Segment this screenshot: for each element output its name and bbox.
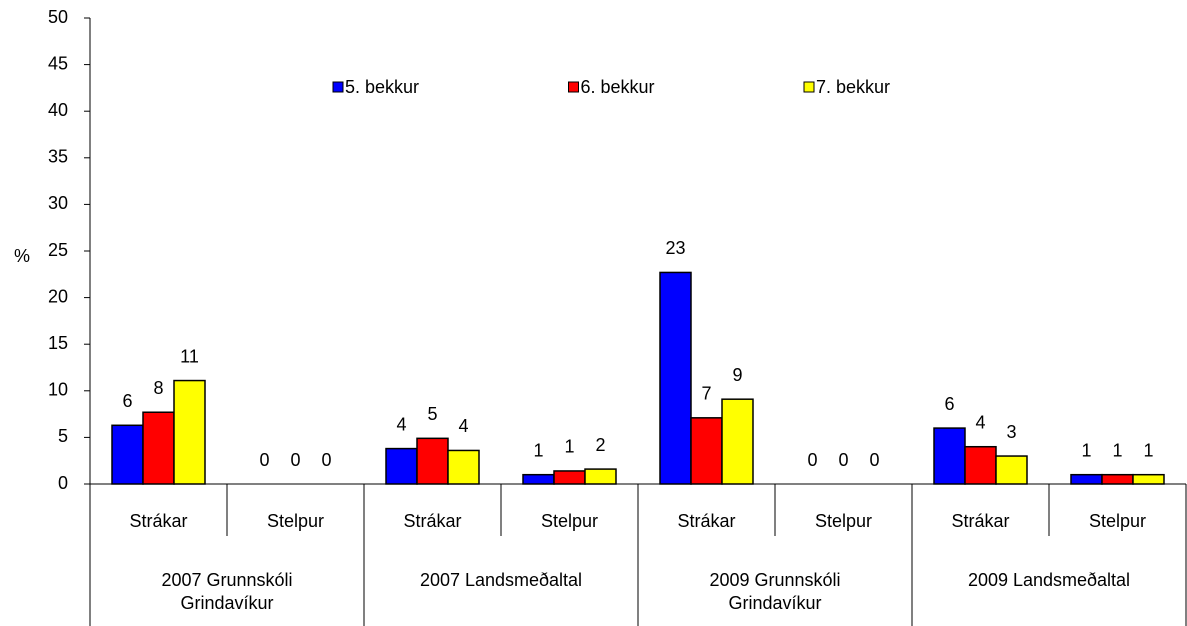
y-tick-label: 40 — [48, 100, 68, 120]
x-tick-label: Strákar — [951, 511, 1009, 531]
bar — [721, 398, 754, 485]
y-tick-label: 5 — [58, 426, 68, 446]
data-label: 0 — [869, 450, 879, 470]
y-tick-label: 25 — [48, 240, 68, 260]
group-label: 2007 Landsmeðaltal — [419, 570, 583, 590]
data-label: 1 — [1112, 440, 1122, 460]
x-tick-label: Stelpur — [267, 511, 324, 531]
bar — [995, 455, 1028, 485]
data-label: 0 — [807, 450, 817, 470]
bar — [522, 473, 555, 485]
data-label: 4 — [458, 416, 468, 436]
legend-swatch — [803, 81, 815, 93]
bar — [173, 379, 206, 485]
data-label: 7 — [701, 384, 711, 404]
x-tick-label: Stelpur — [815, 511, 872, 531]
legend-swatch — [568, 81, 579, 93]
x-tick-label: Strákar — [677, 511, 735, 531]
data-label: 1 — [533, 440, 543, 460]
data-label: 4 — [396, 414, 406, 434]
bar — [659, 271, 692, 485]
bar — [1070, 473, 1103, 485]
bar — [690, 417, 723, 485]
bar — [584, 468, 617, 485]
y-tick-label: 45 — [48, 53, 68, 73]
data-label: 1 — [1081, 440, 1091, 460]
legend-label: 6. bekkur — [581, 77, 655, 97]
y-tick-label: 0 — [58, 473, 68, 493]
data-label: 5 — [427, 404, 437, 424]
group-label: 2009 Landsmeðaltal — [967, 570, 1131, 590]
data-label: 0 — [290, 450, 300, 470]
data-label: 6 — [944, 394, 954, 414]
data-label: 6 — [122, 391, 132, 411]
bar — [142, 411, 175, 485]
legend-swatch — [332, 81, 344, 93]
bar — [447, 449, 480, 485]
legend-label: 5. bekkur — [345, 77, 419, 97]
data-label: 2 — [595, 435, 605, 455]
bar — [111, 424, 144, 485]
bar — [385, 447, 418, 485]
y-tick-label: 35 — [48, 147, 68, 167]
y-tick-label: 50 — [48, 7, 68, 27]
bar — [553, 470, 586, 485]
data-label: 4 — [975, 412, 985, 432]
y-tick-label: 30 — [48, 193, 68, 213]
group-label: 2009 Grunnskóli Grindavíkur — [709, 570, 841, 613]
data-label: 9 — [732, 365, 742, 385]
data-label: 0 — [321, 450, 331, 470]
data-label: 1 — [564, 437, 574, 457]
legend-label: 7. bekkur — [816, 77, 890, 97]
x-tick-label: Stelpur — [541, 511, 598, 531]
data-label: 1 — [1143, 440, 1153, 460]
data-label: 8 — [153, 378, 163, 398]
bar — [1101, 473, 1134, 485]
bar — [964, 445, 997, 485]
y-tick-label: 20 — [48, 286, 68, 306]
data-label: 0 — [259, 450, 269, 470]
x-tick-label: Stelpur — [1089, 511, 1146, 531]
bar — [1132, 473, 1165, 485]
data-label: 3 — [1006, 422, 1016, 442]
group-label: 2007 Grunnskóli Grindavíkur — [161, 570, 293, 613]
x-tick-label: Strákar — [403, 511, 461, 531]
y-tick-label: 10 — [48, 380, 68, 400]
data-label: 23 — [665, 238, 685, 258]
data-label: 11 — [180, 346, 199, 366]
bar — [933, 427, 966, 485]
bar — [416, 437, 449, 485]
y-tick-label: 15 — [48, 333, 68, 353]
y-axis-label: % — [14, 246, 30, 266]
x-tick-label: Strákar — [129, 511, 187, 531]
data-label: 0 — [838, 450, 848, 470]
